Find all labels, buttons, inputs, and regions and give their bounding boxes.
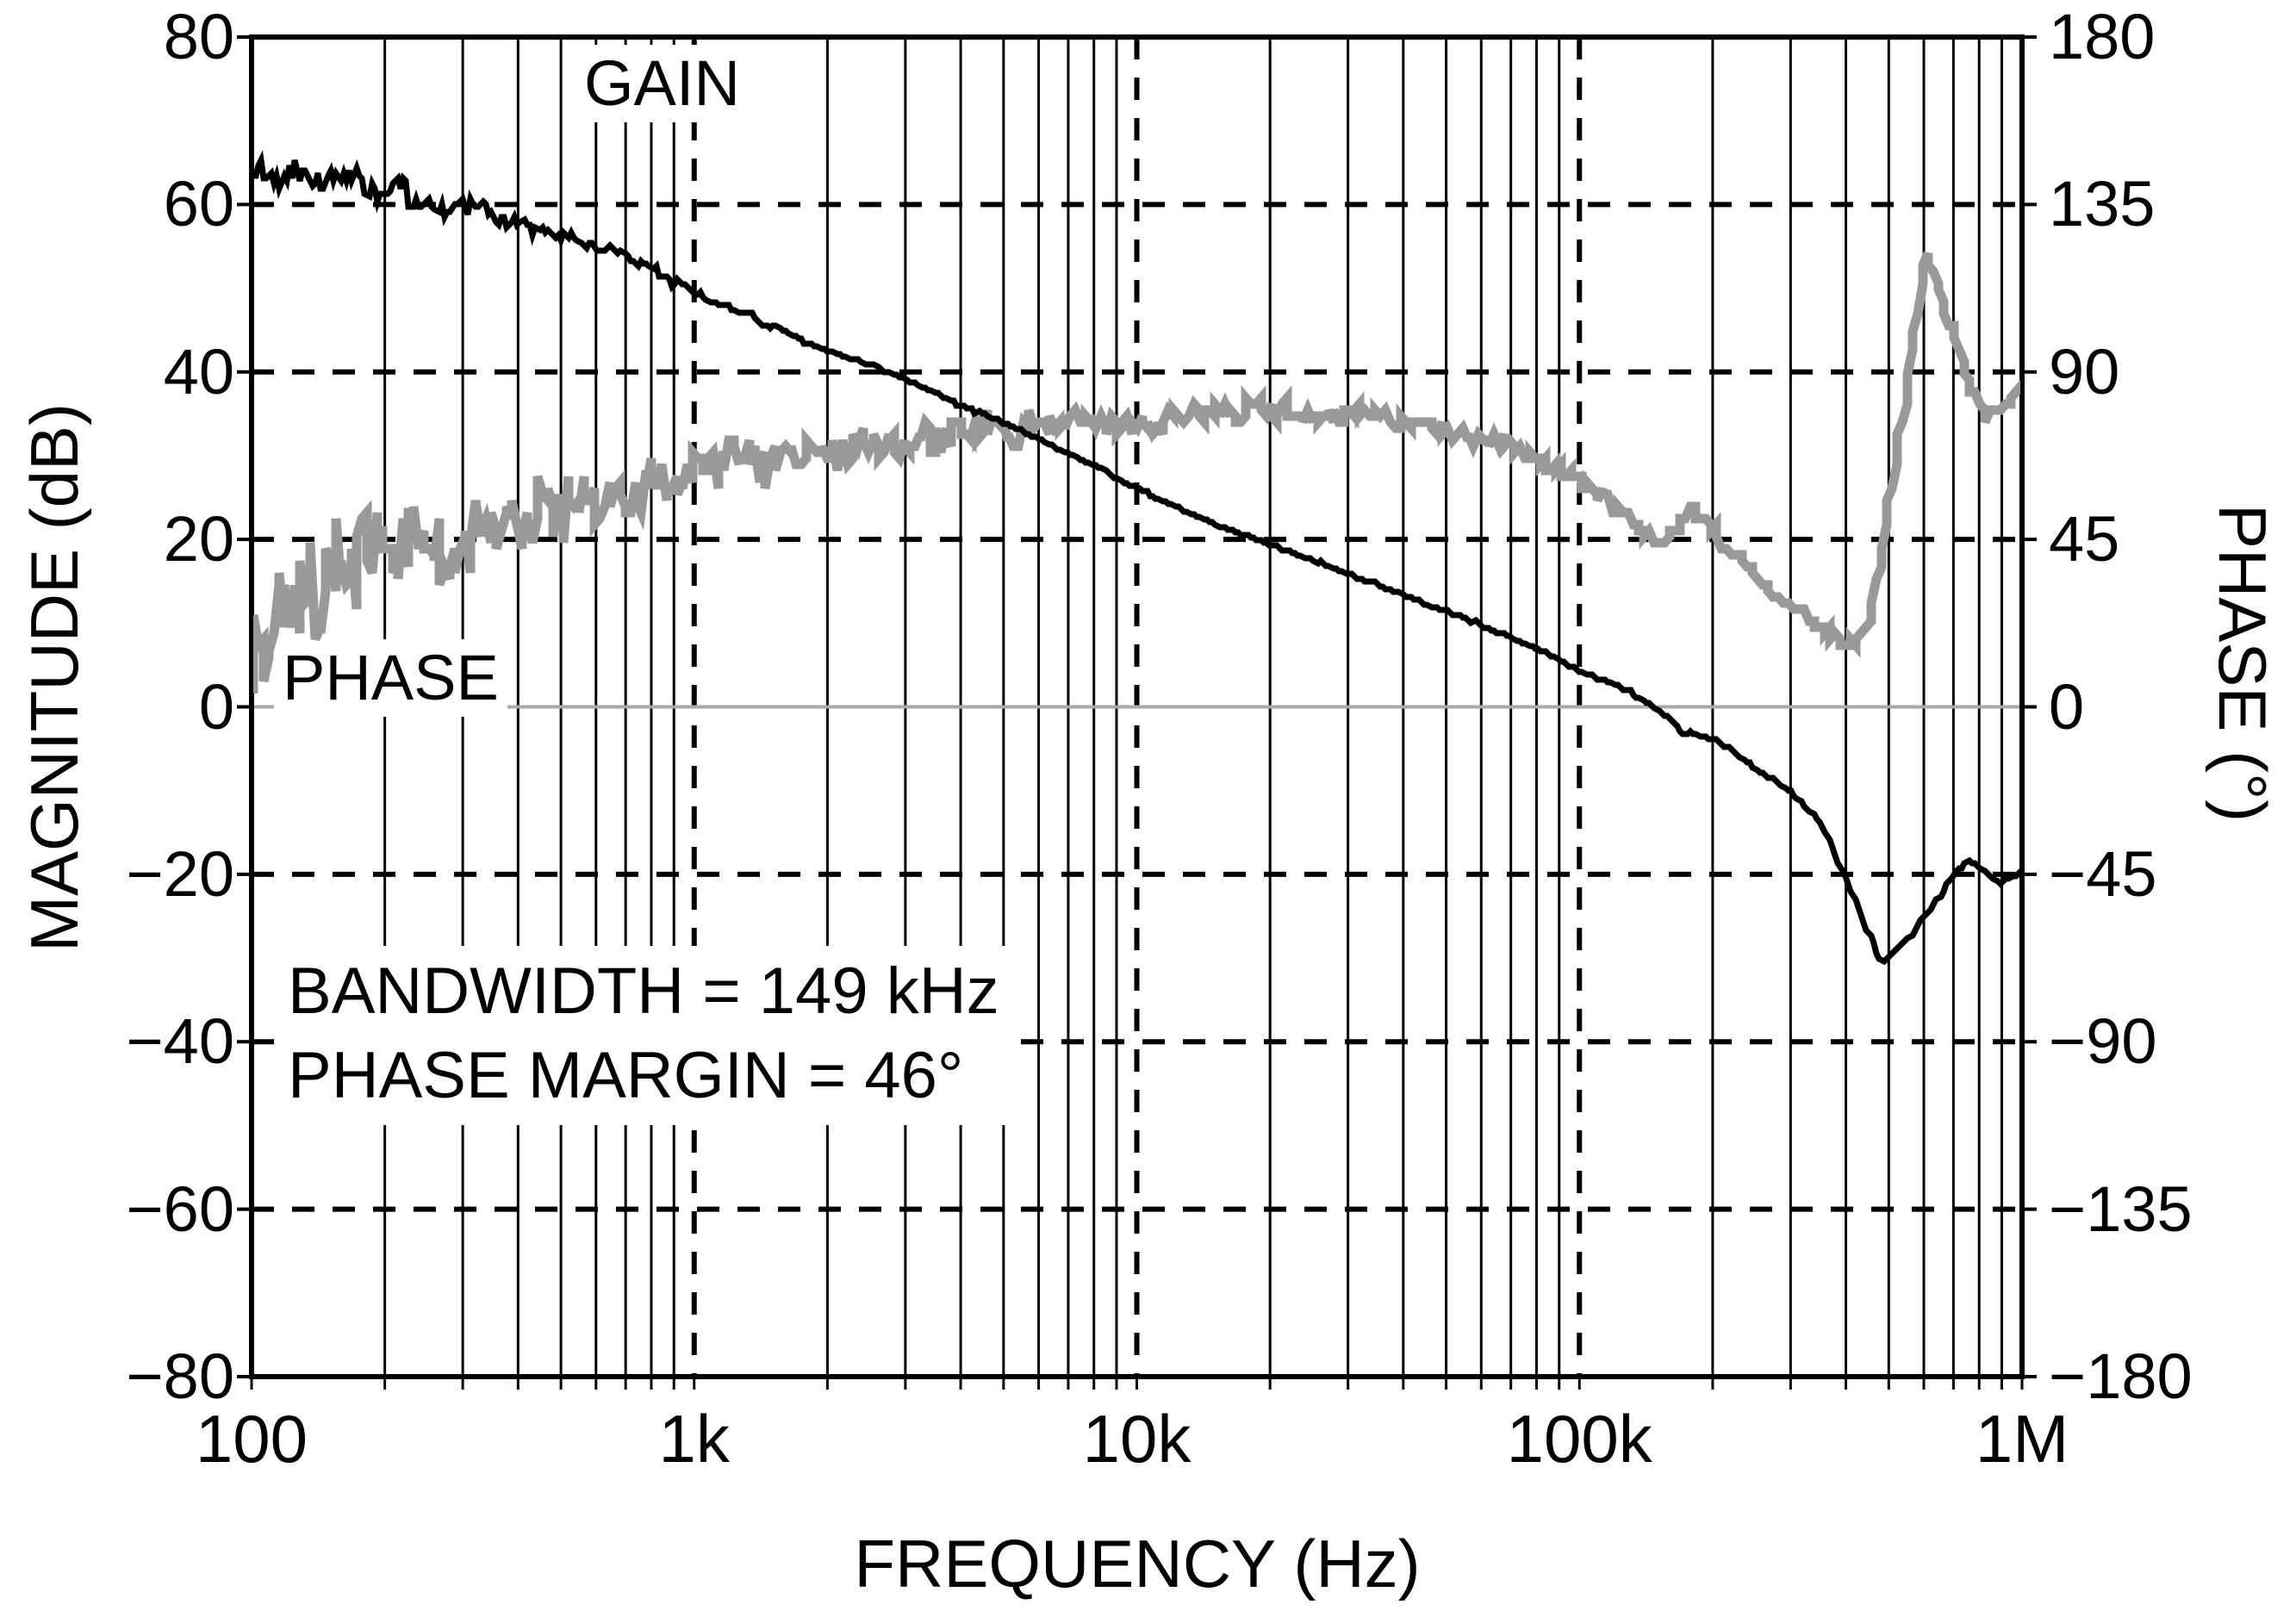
y-right-tick-label: −135 (2049, 1172, 2193, 1245)
bandwidth-text: BANDWIDTH = 149 kHz (288, 955, 999, 1028)
y-left-tick-label: 20 (163, 503, 234, 575)
y-right-tick-label: −45 (2049, 837, 2157, 910)
right-axis-title: PHASE (°) (2205, 504, 2280, 823)
y-right-tick-label: 45 (2049, 503, 2120, 575)
gain-series-label: GAIN (576, 45, 749, 122)
y-right-tick-label: 135 (2049, 168, 2156, 240)
y-right-tick-label: 90 (2049, 335, 2120, 407)
bottom-axis-title: FREQUENCY (Hz) (854, 1526, 1421, 1601)
y-right-tick-label: 180 (2049, 1, 2156, 72)
y-left-tick-label: 0 (198, 670, 234, 743)
y-left-tick-label: −80 (126, 1340, 234, 1412)
y-left-tick-label: 40 (163, 335, 234, 407)
y-right-tick-label: 0 (2049, 670, 2085, 743)
y-left-tick-label: 60 (163, 168, 234, 240)
phase-series-label: PHASE (274, 639, 507, 717)
phase-margin-text: PHASE MARGIN = 46° (288, 1039, 964, 1112)
x-tick-label: 100k (1506, 1401, 1652, 1477)
y-right-tick-label: −180 (2049, 1340, 2193, 1412)
measurement-annotation: BANDWIDTH = 149 kHz PHASE MARGIN = 46° (284, 946, 1011, 1125)
y-right-tick-label: −90 (2049, 1005, 2157, 1078)
x-tick-label: 100 (195, 1401, 308, 1477)
x-tick-label: 10k (1082, 1401, 1192, 1477)
y-left-tick-label: −60 (126, 1172, 234, 1245)
y-left-tick-label: −40 (126, 1005, 234, 1078)
y-left-tick-label: 80 (163, 1, 234, 72)
y-left-tick-label: −20 (126, 837, 234, 910)
x-tick-label: 1M (1975, 1401, 2069, 1477)
x-tick-label: 1k (658, 1401, 730, 1477)
